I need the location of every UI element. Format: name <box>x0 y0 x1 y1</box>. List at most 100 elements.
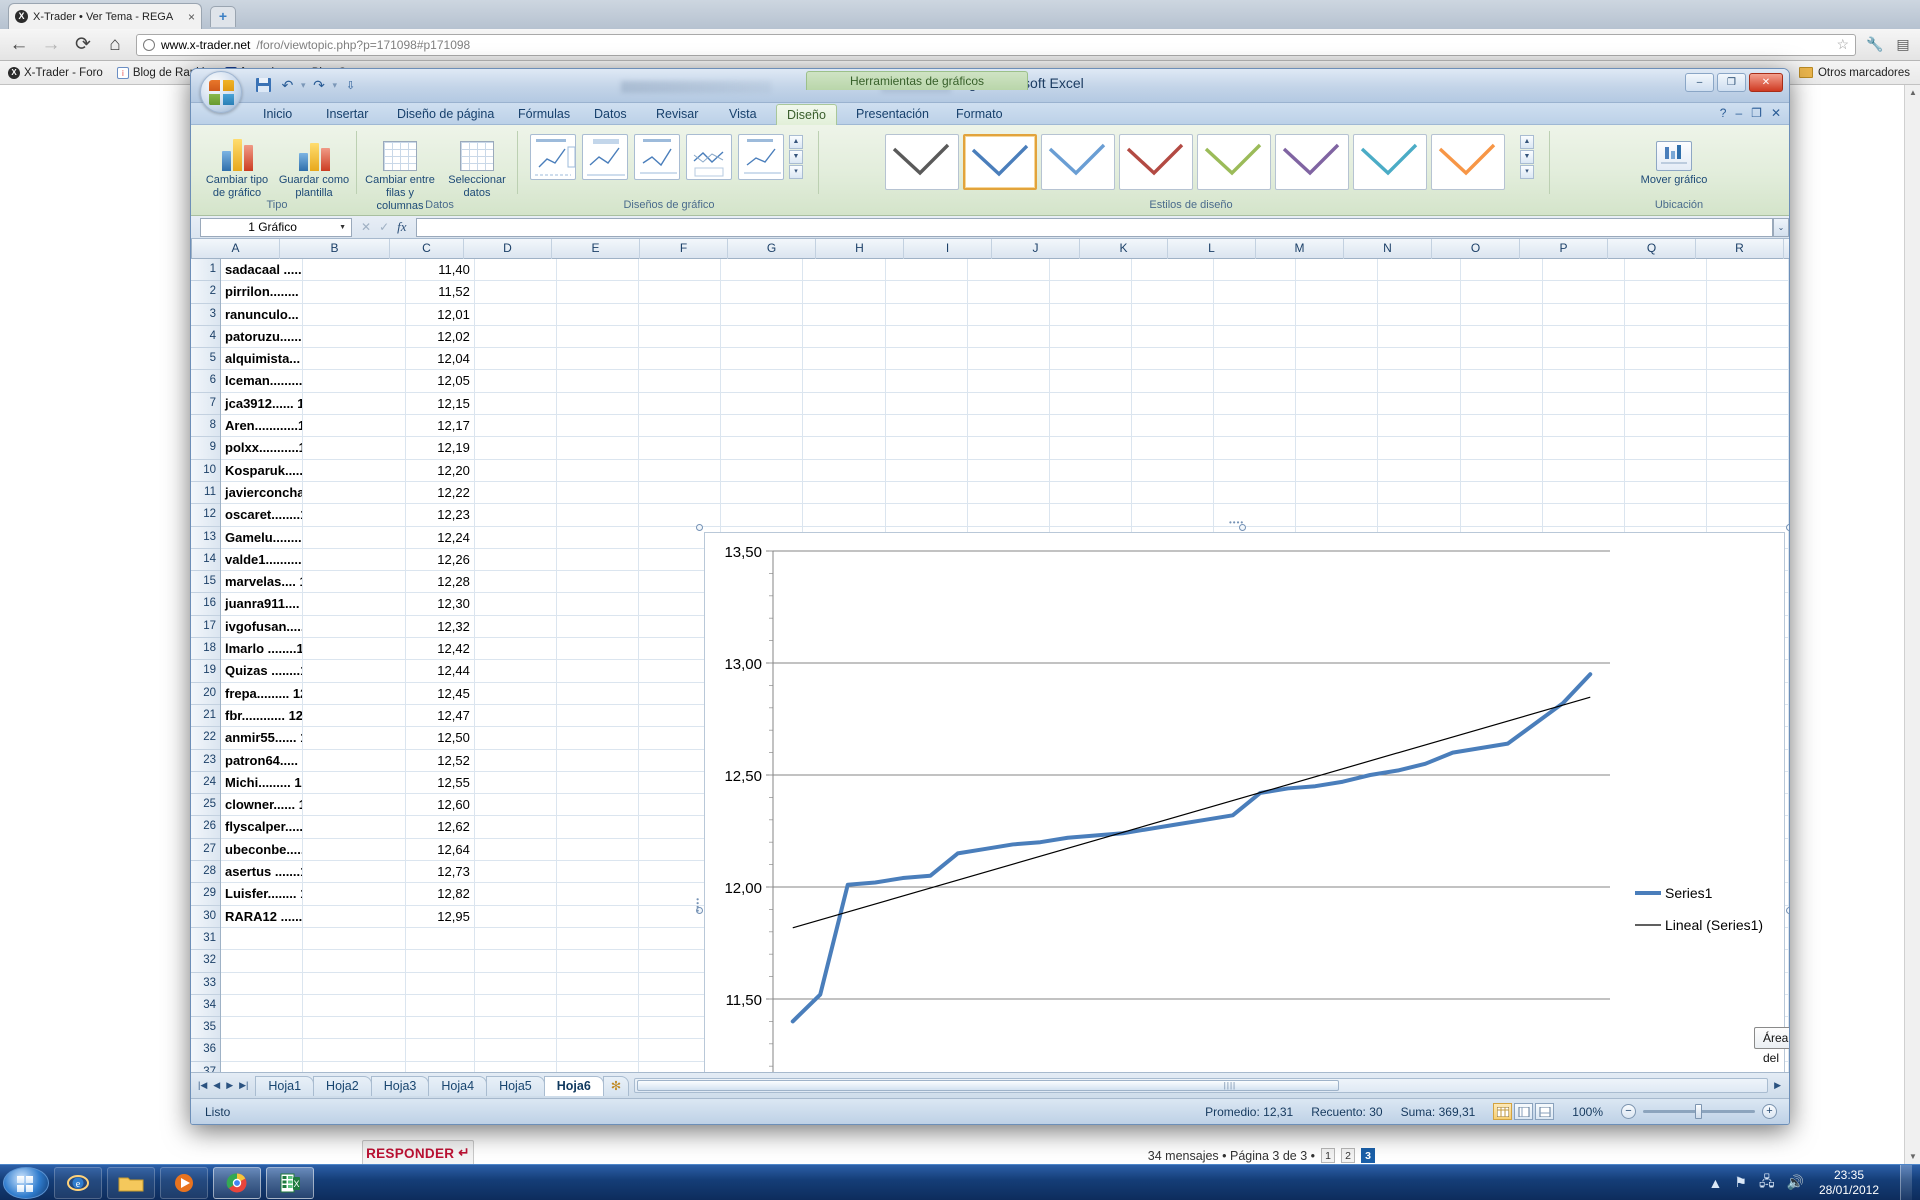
cell-A18[interactable]: lmarlo ........12.42 <box>221 638 304 660</box>
cell-P2[interactable] <box>1461 281 1543 303</box>
zoom-in-icon[interactable]: + <box>1762 1104 1777 1119</box>
column-header-Q[interactable]: Q <box>1608 239 1696 259</box>
menu-icon[interactable]: ▤ <box>1896 36 1910 52</box>
customize-qat-icon[interactable]: ⇩ <box>345 79 356 92</box>
office-button[interactable] <box>200 71 242 113</box>
cell-D13[interactable] <box>475 526 557 548</box>
cell-B14[interactable] <box>303 548 406 571</box>
table-row[interactable]: Aren............12.17 12,17 <box>221 415 1789 438</box>
cell-C28[interactable]: 12,73 <box>406 861 475 883</box>
cambiar-tipo-grafico-button[interactable]: Cambiar tipo de gráfico <box>200 131 274 200</box>
cell-K9[interactable] <box>1050 437 1132 459</box>
cell-G7[interactable] <box>721 392 804 415</box>
row-header-27[interactable]: 27 <box>191 839 220 862</box>
cell-E16[interactable] <box>557 593 640 615</box>
cell-N12[interactable] <box>1296 504 1379 526</box>
cell-H11[interactable] <box>803 481 886 504</box>
cell-D3[interactable] <box>475 303 557 325</box>
cell-A13[interactable]: Gamelu.........12.24 <box>221 526 304 548</box>
cell-C3[interactable]: 12,01 <box>406 303 475 325</box>
cell-D6[interactable] <box>475 370 557 392</box>
cell-S14[interactable] <box>1707 548 1789 571</box>
table-row[interactable]: alquimista... 12.04 12,04 <box>221 348 1789 371</box>
cell-E25[interactable] <box>557 794 640 816</box>
cell-Q10[interactable] <box>1543 459 1625 481</box>
cell-C15[interactable]: 12,28 <box>406 571 475 593</box>
column-header-H[interactable]: H <box>816 239 904 259</box>
cell-D31[interactable] <box>475 927 557 950</box>
cell-B13[interactable] <box>303 526 406 548</box>
row-header-33[interactable]: 33 <box>191 973 220 995</box>
cell-G3[interactable] <box>721 303 804 325</box>
cell-C20[interactable]: 12,45 <box>406 682 475 704</box>
cell-O11[interactable] <box>1378 481 1461 504</box>
cell-B1[interactable] <box>303 259 406 281</box>
cell-A26[interactable]: flyscalper..... 12.62 <box>221 816 304 838</box>
cell-F10[interactable] <box>639 459 722 481</box>
cell-C35[interactable] <box>406 1017 475 1039</box>
cell-D20[interactable] <box>475 682 557 704</box>
cell-G12[interactable] <box>721 504 804 526</box>
cell-E17[interactable] <box>557 615 640 638</box>
cell-A5[interactable]: alquimista... 12.04 <box>221 348 304 370</box>
row-header-25[interactable]: 25 <box>191 794 220 817</box>
cell-J8[interactable] <box>968 415 1050 437</box>
other-bookmarks[interactable]: Otros marcadores <box>1798 67 1910 79</box>
redo-icon[interactable]: ↷ <box>313 76 325 93</box>
bookmark-x-trader[interactable]: X X-Trader - Foro <box>8 66 103 79</box>
column-header-N[interactable]: N <box>1344 239 1432 259</box>
column-header-S[interactable]: S <box>1784 239 1789 259</box>
row-header-5[interactable]: 5 <box>191 348 220 371</box>
cell-D15[interactable] <box>475 571 557 593</box>
cell-H6[interactable] <box>803 370 886 392</box>
restore-button[interactable]: ❐ <box>1717 73 1746 92</box>
cell-S7[interactable] <box>1707 392 1789 415</box>
cell-B21[interactable] <box>303 704 406 727</box>
cell-L4[interactable] <box>1132 325 1215 348</box>
cell-L7[interactable] <box>1132 392 1215 415</box>
cell-D24[interactable] <box>475 771 557 794</box>
cell-C8[interactable]: 12,17 <box>406 415 475 437</box>
cell-F8[interactable] <box>639 415 722 437</box>
cell-E20[interactable] <box>557 682 640 704</box>
cell-J5[interactable] <box>968 348 1050 370</box>
reload-icon[interactable]: ⟳ <box>75 34 91 55</box>
cell-L11[interactable] <box>1132 481 1215 504</box>
cell-H2[interactable] <box>803 281 886 303</box>
cell-N2[interactable] <box>1296 281 1379 303</box>
chart-style-2[interactable] <box>963 134 1037 190</box>
column-header-M[interactable]: M <box>1256 239 1344 259</box>
cell-B24[interactable] <box>303 771 406 794</box>
cell-N3[interactable] <box>1296 303 1379 325</box>
row-header-31[interactable]: 31 <box>191 928 220 951</box>
cell-D33[interactable] <box>475 972 557 994</box>
cell-J3[interactable] <box>968 303 1050 325</box>
cell-A31[interactable] <box>221 927 304 950</box>
cell-D25[interactable] <box>475 794 557 816</box>
cell-N4[interactable] <box>1296 325 1379 348</box>
cell-S19[interactable] <box>1707 660 1789 682</box>
cell-A11[interactable]: javierconcha.12.22 <box>221 481 304 504</box>
taskbar-media-player-icon[interactable] <box>160 1166 208 1199</box>
cell-L10[interactable] <box>1132 459 1215 481</box>
chart-style-8[interactable] <box>1431 134 1505 190</box>
cell-B25[interactable] <box>303 794 406 816</box>
network-icon[interactable]: 🖧 <box>1758 1172 1775 1189</box>
cell-A29[interactable]: Luisfer........ 12.82 <box>221 883 304 905</box>
cell-A37[interactable] <box>221 1061 304 1072</box>
cell-E13[interactable] <box>557 526 640 548</box>
cell-C24[interactable]: 12,55 <box>406 771 475 794</box>
undo-icon[interactable]: ↶ <box>281 76 294 93</box>
normal-view-icon[interactable] <box>1493 1103 1513 1120</box>
cell-P3[interactable] <box>1461 303 1543 325</box>
cell-K12[interactable] <box>1050 504 1132 526</box>
expand-formula-bar-icon[interactable]: ⌄ <box>1773 217 1789 237</box>
responder-button[interactable]: RESPONDER ↵ <box>362 1140 474 1166</box>
cambiar-filas-columnas-button[interactable]: Cambiar entre filas y columnas <box>363 131 437 213</box>
last-sheet-icon[interactable]: ▶| <box>239 1080 249 1090</box>
cell-F11[interactable] <box>639 481 722 504</box>
cell-G6[interactable] <box>721 370 804 392</box>
cell-B9[interactable] <box>303 437 406 459</box>
cell-C12[interactable]: 12,23 <box>406 504 475 526</box>
tab-inicio[interactable]: Inicio <box>263 107 293 121</box>
